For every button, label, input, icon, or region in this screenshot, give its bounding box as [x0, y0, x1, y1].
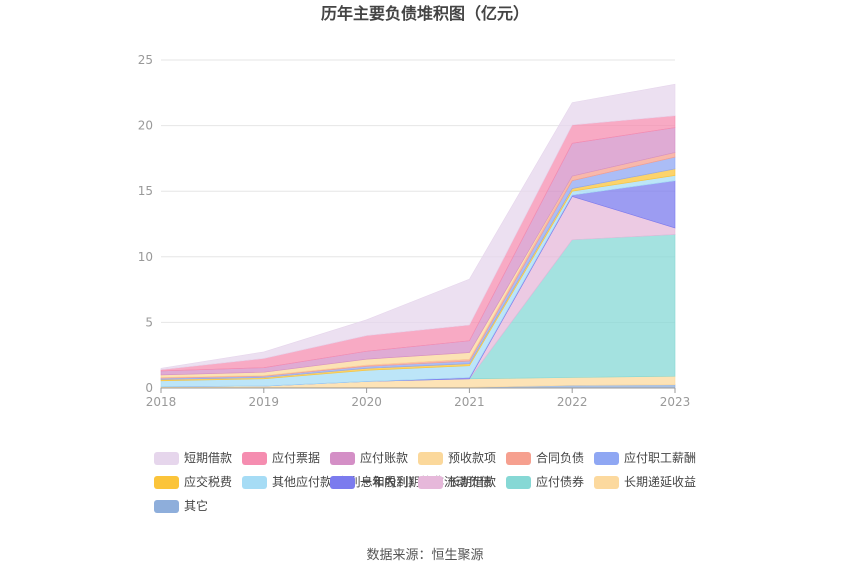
x-tick-label: 2018 [146, 395, 177, 409]
legend-swatch [154, 452, 179, 465]
legend-item[interactable]: 预收款项 [418, 451, 496, 465]
y-tick-label: 15 [138, 184, 153, 198]
x-tick-label: 2023 [660, 395, 691, 409]
legend-swatch [330, 452, 355, 465]
axes: 2018 2019 2020 2021 2022 2023 [146, 387, 691, 409]
legend-item[interactable]: 应付账款 [330, 450, 408, 465]
legend-swatch [242, 452, 267, 465]
legend-swatch [506, 452, 531, 465]
legend-item[interactable]: 应付债券 [506, 474, 584, 489]
legend-item[interactable]: 应交税费 [154, 474, 232, 489]
legend-item[interactable]: 长期递延收益 [594, 475, 696, 489]
legend-item[interactable]: 短期借款 [154, 451, 232, 465]
chart-title: 历年主要负债堆积图（亿元） [321, 4, 529, 23]
legend-swatch [594, 452, 619, 465]
legend-item[interactable]: 其它 [154, 498, 208, 513]
legend-label: 合同负债 [536, 450, 584, 465]
legend-label: 应付账款 [360, 450, 408, 465]
legend-label: 短期借款 [184, 451, 232, 465]
legend-swatch [594, 476, 619, 489]
x-tick-label: 2021 [454, 395, 485, 409]
x-tick-label: 2019 [249, 395, 280, 409]
x-tick-label: 2022 [557, 395, 588, 409]
legend-swatch [154, 500, 179, 513]
legend-label: 应付票据 [272, 450, 320, 465]
legend-label: 其它 [184, 498, 208, 513]
legend: 短期借款应付票据应付账款预收款项合同负债应付职工薪酬应交税费其他应付款(含利息和… [154, 450, 696, 513]
legend-swatch [154, 476, 179, 489]
y-tick-label: 20 [138, 119, 153, 133]
legend-swatch [506, 476, 531, 489]
legend-swatch [330, 476, 355, 489]
legend-swatch [418, 476, 443, 489]
legend-label: 应付债券 [536, 474, 584, 489]
y-tick-label: 25 [138, 53, 153, 67]
legend-label: 长期借款 [448, 475, 496, 489]
legend-item[interactable]: 应付职工薪酬 [594, 450, 696, 465]
legend-swatch [242, 476, 267, 489]
legend-item[interactable]: 应付票据 [242, 450, 320, 465]
legend-swatch [418, 452, 443, 465]
area-series-12 [160, 83, 676, 370]
x-tick-label: 2020 [351, 395, 382, 409]
y-tick-label: 5 [145, 315, 153, 329]
legend-label: 应交税费 [184, 474, 232, 489]
area-series-group [160, 83, 676, 389]
data-source: 数据来源：恒生聚源 [366, 548, 483, 563]
legend-item[interactable]: 合同负债 [506, 450, 584, 465]
legend-label: 应付职工薪酬 [624, 450, 696, 465]
legend-label: 长期递延收益 [624, 475, 696, 489]
y-tick-label: 0 [145, 381, 153, 395]
legend-item[interactable]: 长期借款 [418, 475, 496, 489]
y-tick-label: 10 [138, 250, 153, 264]
legend-label: 预收款项 [448, 451, 496, 465]
